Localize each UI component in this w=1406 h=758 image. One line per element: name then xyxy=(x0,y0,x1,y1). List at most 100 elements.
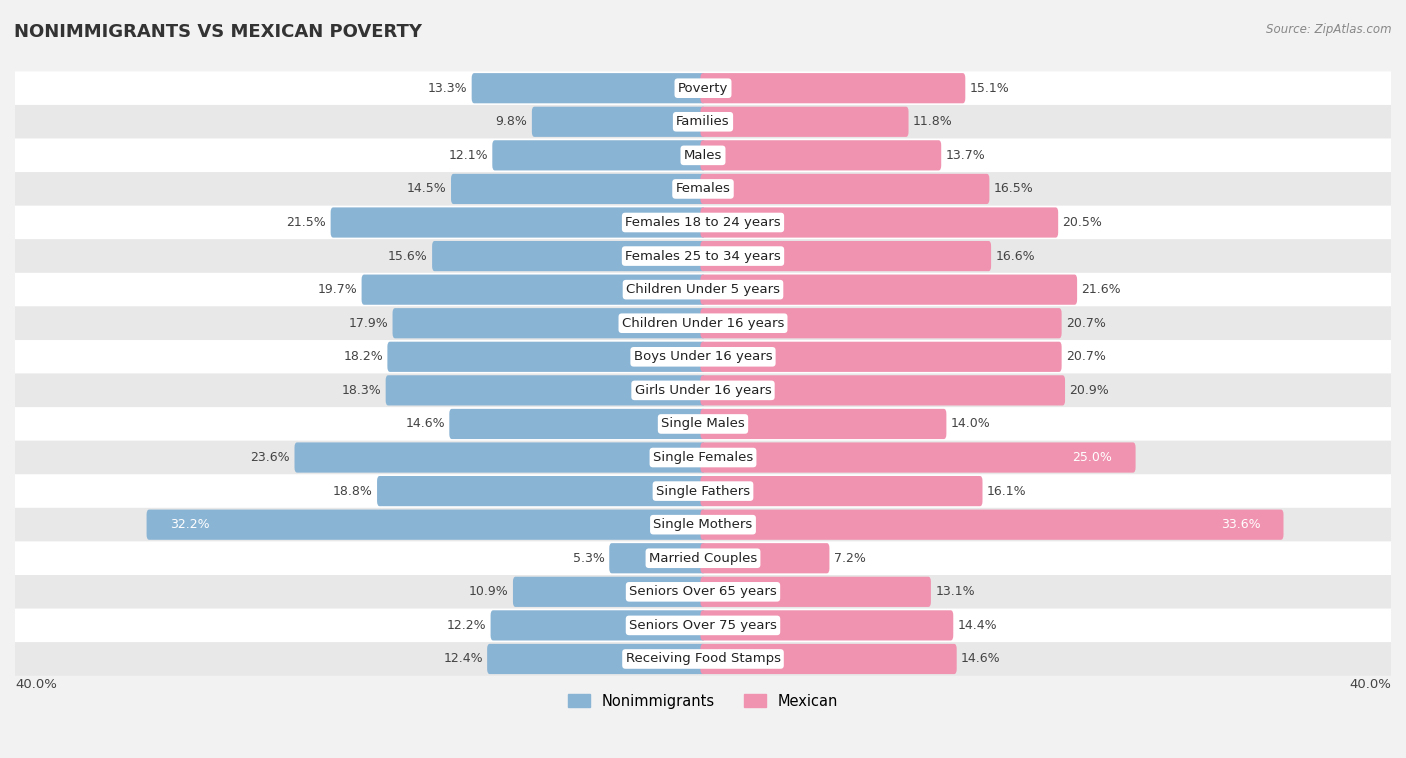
FancyBboxPatch shape xyxy=(700,274,1077,305)
Text: 33.6%: 33.6% xyxy=(1220,518,1260,531)
FancyBboxPatch shape xyxy=(531,107,706,137)
Text: Seniors Over 65 years: Seniors Over 65 years xyxy=(628,585,778,598)
Text: Receiving Food Stamps: Receiving Food Stamps xyxy=(626,653,780,666)
Text: 25.0%: 25.0% xyxy=(1073,451,1112,464)
FancyBboxPatch shape xyxy=(700,476,983,506)
FancyBboxPatch shape xyxy=(146,509,706,540)
Text: Families: Families xyxy=(676,115,730,128)
FancyBboxPatch shape xyxy=(700,107,908,137)
Text: Females 18 to 24 years: Females 18 to 24 years xyxy=(626,216,780,229)
Text: 7.2%: 7.2% xyxy=(834,552,866,565)
Text: 20.7%: 20.7% xyxy=(1066,317,1105,330)
FancyBboxPatch shape xyxy=(15,541,1391,575)
FancyBboxPatch shape xyxy=(700,577,931,607)
FancyBboxPatch shape xyxy=(492,140,706,171)
FancyBboxPatch shape xyxy=(15,609,1391,642)
FancyBboxPatch shape xyxy=(385,375,706,406)
Text: 15.6%: 15.6% xyxy=(388,249,427,262)
FancyBboxPatch shape xyxy=(330,208,706,237)
FancyBboxPatch shape xyxy=(491,610,706,641)
Text: 14.6%: 14.6% xyxy=(960,653,1001,666)
Text: 20.5%: 20.5% xyxy=(1063,216,1102,229)
Text: 16.5%: 16.5% xyxy=(994,183,1033,196)
FancyBboxPatch shape xyxy=(700,644,956,674)
Text: 19.7%: 19.7% xyxy=(318,283,357,296)
FancyBboxPatch shape xyxy=(15,642,1391,676)
Text: 11.8%: 11.8% xyxy=(912,115,953,128)
FancyBboxPatch shape xyxy=(486,644,706,674)
Text: 20.9%: 20.9% xyxy=(1070,384,1109,397)
FancyBboxPatch shape xyxy=(432,241,706,271)
Text: 16.6%: 16.6% xyxy=(995,249,1035,262)
Text: Single Mothers: Single Mothers xyxy=(654,518,752,531)
FancyBboxPatch shape xyxy=(471,73,706,103)
FancyBboxPatch shape xyxy=(15,575,1391,609)
Text: Boys Under 16 years: Boys Under 16 years xyxy=(634,350,772,363)
Text: 18.8%: 18.8% xyxy=(333,484,373,497)
FancyBboxPatch shape xyxy=(700,543,830,573)
Text: 12.2%: 12.2% xyxy=(447,619,486,632)
Text: 40.0%: 40.0% xyxy=(15,678,56,691)
Text: 15.1%: 15.1% xyxy=(970,82,1010,95)
Text: Single Fathers: Single Fathers xyxy=(657,484,749,497)
FancyBboxPatch shape xyxy=(700,241,991,271)
Text: 14.5%: 14.5% xyxy=(406,183,447,196)
FancyBboxPatch shape xyxy=(700,140,941,171)
FancyBboxPatch shape xyxy=(700,342,1062,372)
Text: Single Males: Single Males xyxy=(661,418,745,431)
FancyBboxPatch shape xyxy=(15,407,1391,440)
FancyBboxPatch shape xyxy=(700,610,953,641)
FancyBboxPatch shape xyxy=(15,306,1391,340)
FancyBboxPatch shape xyxy=(700,208,1059,237)
Text: Males: Males xyxy=(683,149,723,162)
Legend: Nonimmigrants, Mexican: Nonimmigrants, Mexican xyxy=(562,688,844,715)
Text: 14.0%: 14.0% xyxy=(950,418,990,431)
FancyBboxPatch shape xyxy=(392,308,706,338)
Text: 17.9%: 17.9% xyxy=(349,317,388,330)
Text: 10.9%: 10.9% xyxy=(468,585,509,598)
FancyBboxPatch shape xyxy=(700,308,1062,338)
Text: Source: ZipAtlas.com: Source: ZipAtlas.com xyxy=(1267,23,1392,36)
FancyBboxPatch shape xyxy=(294,443,706,473)
Text: Married Couples: Married Couples xyxy=(650,552,756,565)
FancyBboxPatch shape xyxy=(361,274,706,305)
Text: NONIMMIGRANTS VS MEXICAN POVERTY: NONIMMIGRANTS VS MEXICAN POVERTY xyxy=(14,23,422,41)
Text: 21.6%: 21.6% xyxy=(1081,283,1121,296)
FancyBboxPatch shape xyxy=(700,174,990,204)
FancyBboxPatch shape xyxy=(15,440,1391,475)
Text: 18.2%: 18.2% xyxy=(343,350,382,363)
Text: 5.3%: 5.3% xyxy=(574,552,605,565)
Text: 13.1%: 13.1% xyxy=(935,585,974,598)
FancyBboxPatch shape xyxy=(700,375,1066,406)
Text: 23.6%: 23.6% xyxy=(250,451,290,464)
FancyBboxPatch shape xyxy=(388,342,706,372)
FancyBboxPatch shape xyxy=(15,273,1391,306)
Text: 21.5%: 21.5% xyxy=(287,216,326,229)
FancyBboxPatch shape xyxy=(700,509,1284,540)
Text: 32.2%: 32.2% xyxy=(170,518,209,531)
Text: 16.1%: 16.1% xyxy=(987,484,1026,497)
FancyBboxPatch shape xyxy=(15,508,1391,541)
Text: 12.1%: 12.1% xyxy=(449,149,488,162)
Text: Single Females: Single Females xyxy=(652,451,754,464)
FancyBboxPatch shape xyxy=(377,476,706,506)
FancyBboxPatch shape xyxy=(15,340,1391,374)
Text: Females 25 to 34 years: Females 25 to 34 years xyxy=(626,249,780,262)
Text: 18.3%: 18.3% xyxy=(342,384,381,397)
FancyBboxPatch shape xyxy=(700,443,1136,473)
Text: 12.4%: 12.4% xyxy=(443,653,482,666)
FancyBboxPatch shape xyxy=(15,205,1391,240)
FancyBboxPatch shape xyxy=(700,73,966,103)
FancyBboxPatch shape xyxy=(513,577,706,607)
Text: Poverty: Poverty xyxy=(678,82,728,95)
Text: Females: Females xyxy=(675,183,731,196)
Text: 13.7%: 13.7% xyxy=(945,149,986,162)
Text: Children Under 16 years: Children Under 16 years xyxy=(621,317,785,330)
FancyBboxPatch shape xyxy=(15,71,1391,105)
FancyBboxPatch shape xyxy=(15,240,1391,273)
Text: 40.0%: 40.0% xyxy=(1350,678,1391,691)
Text: 14.6%: 14.6% xyxy=(405,418,446,431)
FancyBboxPatch shape xyxy=(15,475,1391,508)
Text: 13.3%: 13.3% xyxy=(427,82,467,95)
FancyBboxPatch shape xyxy=(609,543,706,573)
